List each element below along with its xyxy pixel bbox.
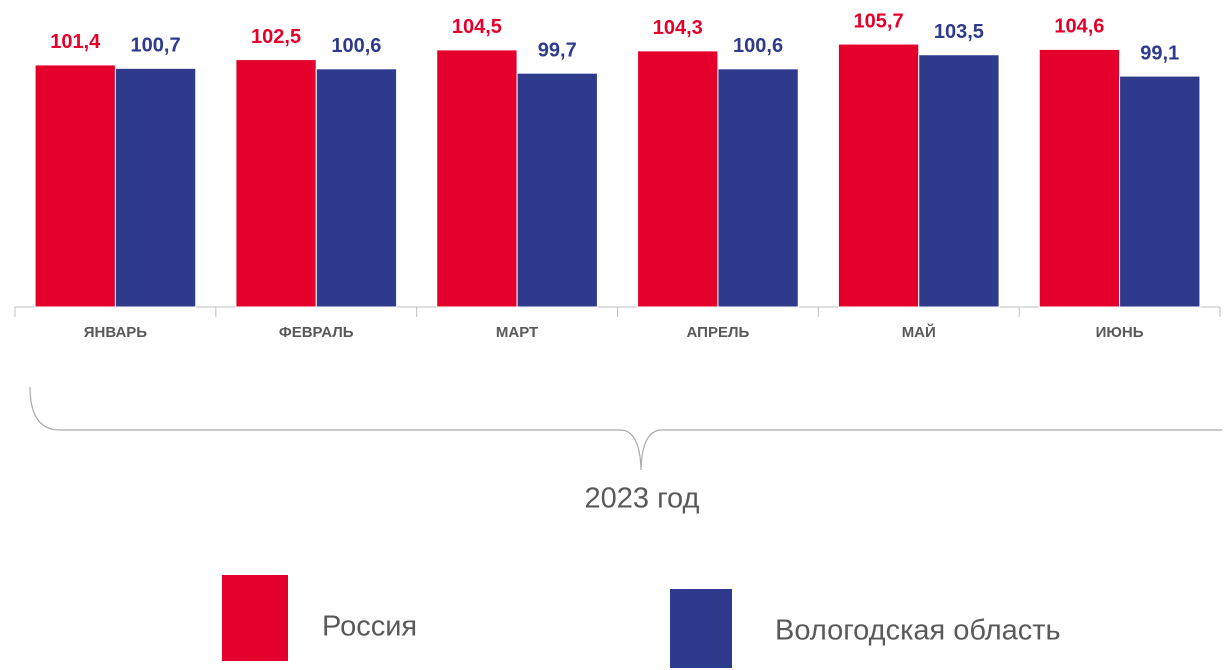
data-label: 104,3 <box>653 17 703 39</box>
data-label: 99,7 <box>538 39 577 61</box>
bar <box>1038 48 1121 308</box>
x-tick-label: ИЮНЬ <box>1096 324 1144 341</box>
data-label: 100,7 <box>131 35 181 57</box>
data-label: 100,6 <box>733 35 783 57</box>
bar <box>235 59 317 308</box>
annotation: 2023 год <box>585 483 700 515</box>
x-tick-label: МАРТ <box>496 324 538 341</box>
bar <box>717 68 799 308</box>
data-label: 101,4 <box>50 31 101 53</box>
data-label: 102,5 <box>251 26 301 48</box>
legend-label: Россия <box>322 611 417 643</box>
x-tick-label: МАЙ <box>902 323 936 341</box>
bar <box>34 64 116 308</box>
data-label: 104,5 <box>452 16 502 38</box>
brace <box>29 386 1222 471</box>
bar <box>918 54 1000 308</box>
x-tick-label: АПРЕЛЬ <box>687 324 750 341</box>
x-tick-label: ЯНВАРЬ <box>84 324 148 341</box>
legend-label: Вологодская область <box>775 615 1061 647</box>
data-label: 103,5 <box>934 21 984 43</box>
data-label: 105,7 <box>854 10 904 32</box>
bar <box>1119 75 1201 308</box>
legend-swatch <box>222 575 288 661</box>
data-label: 99,1 <box>1140 42 1179 64</box>
bar <box>516 72 598 308</box>
bar <box>637 50 719 308</box>
bar <box>114 67 197 308</box>
data-label: 104,6 <box>1054 16 1104 38</box>
data-label: 100,6 <box>331 35 381 57</box>
bar <box>315 68 398 308</box>
legend-swatch <box>670 589 732 668</box>
bar <box>837 43 920 308</box>
bar <box>436 49 518 308</box>
x-tick-label: ФЕВРАЛЬ <box>279 324 354 341</box>
